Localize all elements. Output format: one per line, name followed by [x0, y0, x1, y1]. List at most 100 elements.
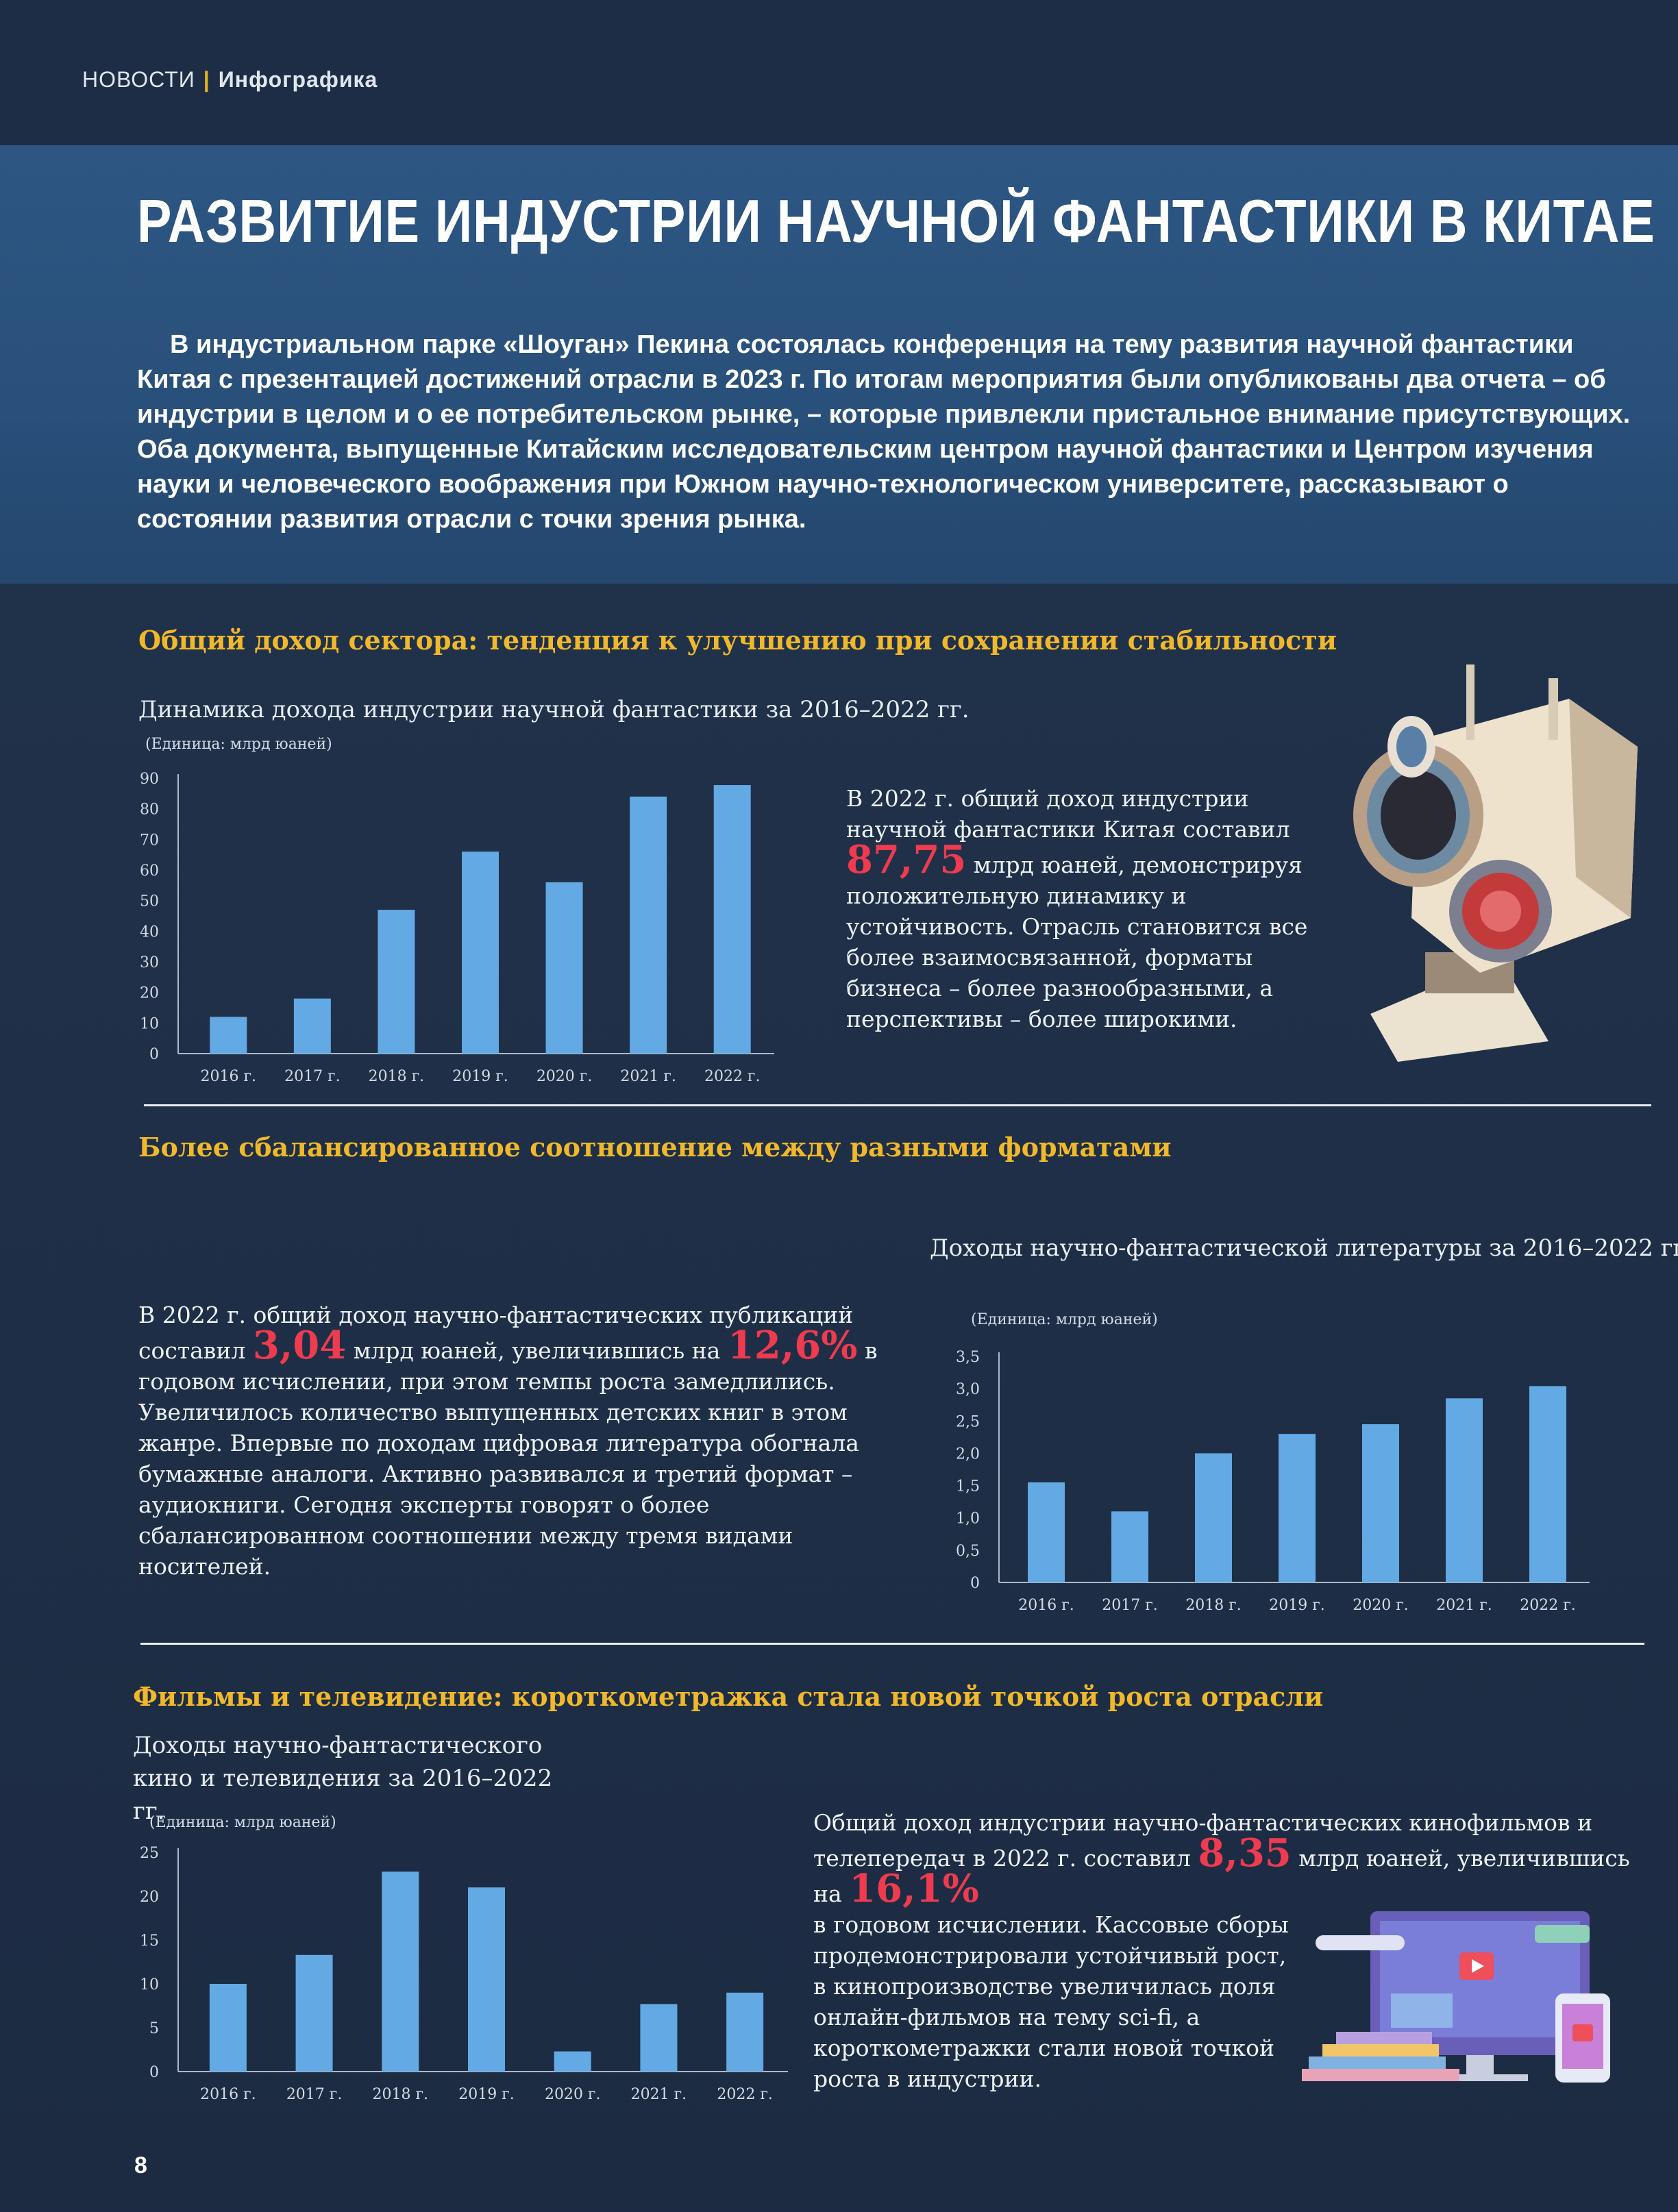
x-tick-label: 2021 г. — [620, 1068, 676, 1085]
bar — [1195, 1453, 1232, 1582]
hero-banner — [0, 145, 1678, 584]
bar — [209, 1984, 247, 2072]
y-tick-label: 0,5 — [956, 1543, 980, 1560]
section2-text: В 2022 г. общий доход научно-фантастичес… — [138, 1300, 892, 1582]
y-tick-label: 40 — [140, 923, 159, 941]
x-tick-label: 2020 г. — [536, 1068, 593, 1085]
bar — [382, 1872, 419, 2072]
section3-highlight-1: 8,35 — [1198, 1830, 1292, 1876]
section2-highlight-1: 3,04 — [252, 1323, 347, 1368]
x-tick-label: 2017 г. — [284, 1068, 341, 1085]
x-tick-label: 2021 г. — [631, 2086, 687, 2103]
y-tick-label: 20 — [140, 985, 159, 1002]
bar — [630, 796, 667, 1054]
intro-text: В индустриальном парке «Шоуган» Пекина с… — [137, 327, 1644, 537]
bar — [468, 1887, 505, 2072]
y-tick-label: 1,0 — [956, 1511, 980, 1528]
chart3-unit: (Единица: млрд юаней) — [149, 1814, 336, 1831]
page-number: 8 — [134, 2152, 147, 2178]
separator: | — [203, 67, 210, 92]
bar — [1279, 1434, 1316, 1582]
chart3-title: Доходы научно-фантастического кино и тел… — [133, 1732, 553, 1825]
y-tick-label: 0 — [149, 1046, 159, 1063]
x-tick-label: 2018 г. — [1185, 1597, 1242, 1614]
y-tick-label: 5 — [149, 2020, 159, 2037]
x-tick-label: 2019 г. — [452, 1068, 508, 1085]
bar — [210, 1017, 247, 1054]
x-tick-label: 2016 г. — [201, 1068, 257, 1085]
section3-text-2: млрд юаней, увеличившись на — [813, 1845, 1630, 1907]
x-tick-label: 2018 г. — [369, 1068, 425, 1085]
section1-text-after: млрд юаней, демонстрируя положительную д… — [846, 852, 1308, 1032]
media-devices-illustration — [1302, 1911, 1610, 2083]
x-tick-label: 2021 г. — [1436, 1597, 1492, 1614]
x-tick-label: 2022 г. — [717, 2086, 773, 2103]
bar — [1446, 1398, 1483, 1582]
x-tick-label: 2018 г. — [373, 2086, 429, 2103]
bar — [295, 1954, 333, 2072]
chart1-revenue-total: 0 10 20 30 40 50 60 70 80 90 2016 г. 2017 г. 2018 г.… — [140, 771, 774, 1085]
y-tick-label: 2,0 — [956, 1445, 980, 1463]
bar — [1529, 1386, 1566, 1582]
chart2-unit: (Единица: млрд юаней) — [971, 1311, 1158, 1328]
y-tick-label: 20 — [140, 1889, 159, 1906]
y-tick-label: 1,5 — [956, 1478, 980, 1495]
y-tick-label: 25 — [140, 1845, 159, 1862]
x-tick-label: 2016 г. — [1018, 1597, 1074, 1614]
bar — [462, 852, 499, 1054]
section1-text: В 2022 г. общий доход индустрии научной … — [846, 783, 1326, 1034]
x-tick-label: 2020 г. — [545, 2086, 601, 2103]
section1-heading: Общий доход сектора: тенденция к улучшен… — [138, 625, 1337, 656]
x-tick-label: 2016 г. — [200, 2086, 256, 2103]
bar — [1111, 1511, 1148, 1582]
chart2-title: Доходы научно-фантастической литературы … — [930, 1234, 1678, 1262]
bar — [545, 882, 583, 1054]
x-tick-label: 2022 г. — [1520, 1597, 1576, 1614]
y-tick-label: 50 — [140, 893, 159, 910]
y-tick-label: 70 — [140, 832, 159, 849]
x-tick-label: 2017 г. — [1102, 1597, 1158, 1614]
bar — [713, 785, 751, 1054]
camera-robot-illustration — [1353, 664, 1638, 1062]
chart1-title: Динамика дохода индустрии научной фантас… — [138, 696, 970, 723]
x-tick-label: 2020 г. — [1353, 1597, 1409, 1614]
chart3-film-tv: 0 5 10 15 20 25 2016 г. 2017 г. 2018 г. 2019 г. 20… — [140, 1845, 788, 2103]
y-tick-label: 10 — [140, 1976, 159, 1993]
bar — [378, 910, 415, 1054]
section3-highlight-2: 16,1% — [849, 1866, 979, 1911]
bar — [554, 2051, 591, 2072]
page-title: РАЗВИТИЕ ИНДУСТРИИ НАУЧНОЙ ФАНТАСТИКИ В … — [137, 187, 1655, 255]
section-name: НОВОСТИ — [82, 67, 195, 92]
section3-text-3: в годовом исчислении. Кассовые сборы про… — [813, 1911, 1289, 2092]
bar — [726, 1992, 764, 2072]
section3-heading: Фильмы и телевидение: короткометражка ст… — [133, 1681, 1324, 1712]
section1-text-before: В 2022 г. общий доход индустрии научной … — [846, 785, 1290, 843]
chart2-literature: 0 0,5 1,0 1,5 2,0 2,5 3,0 3,5 2016 г. 2017 г. 2018… — [956, 1349, 1590, 1614]
y-tick-label: 10 — [140, 1015, 159, 1032]
y-tick-label: 3,0 — [956, 1381, 980, 1398]
chart1-unit: (Единица: млрд юаней) — [145, 736, 332, 753]
intro-paragraph: В индустриальном парке «Шоуган» Пекина с… — [137, 330, 1631, 534]
divider-1 — [144, 1104, 1651, 1106]
section2-text-1: В 2022 г. общий доход научно-фантастичес… — [138, 1302, 854, 1364]
x-tick-label: 2022 г. — [704, 1068, 761, 1085]
y-tick-label: 80 — [140, 801, 159, 819]
section-tag: НОВОСТИ | Инфографика — [82, 67, 378, 92]
y-tick-label: 30 — [140, 954, 159, 971]
bar — [640, 2004, 678, 2072]
y-tick-label: 15 — [140, 1933, 159, 1950]
section2-text-2: млрд юаней, увеличившись на — [353, 1337, 721, 1364]
top-strip — [0, 0, 1678, 145]
section2-text-3: в годовом исчислении, при этом темпы рос… — [138, 1337, 878, 1580]
x-tick-label: 2017 г. — [286, 2086, 343, 2103]
y-tick-label: 2,5 — [956, 1413, 980, 1430]
y-tick-label: 0 — [970, 1575, 980, 1592]
bar — [1362, 1424, 1399, 1582]
section2-heading: Более сбалансированное соотношение между… — [138, 1132, 1172, 1163]
bar — [293, 998, 331, 1054]
divider-2 — [140, 1643, 1644, 1645]
y-tick-label: 0 — [149, 2064, 159, 2081]
section3-text-1: Общий доход индустрии научно-фантастичес… — [813, 1809, 1593, 1872]
subsection-name: Инфографика — [218, 67, 378, 92]
section3-text: Общий доход индустрии научно-фантастичес… — [813, 1807, 1636, 2094]
